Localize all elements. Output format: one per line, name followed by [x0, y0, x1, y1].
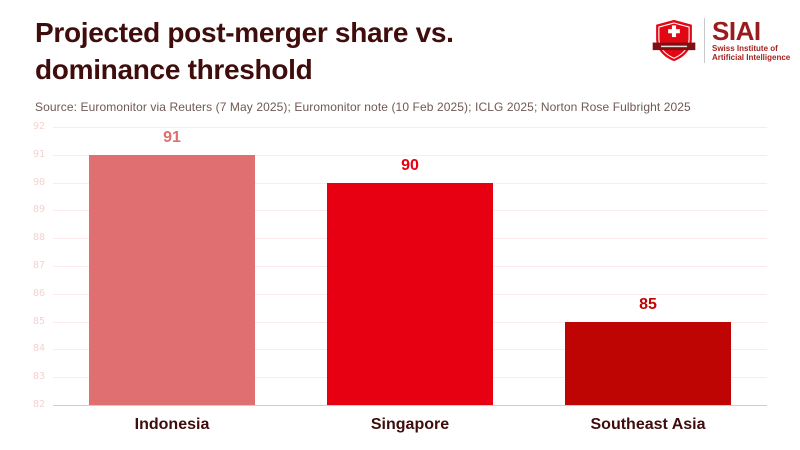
- source-note: Source: Euromonitor via Reuters (7 May 2…: [35, 100, 691, 114]
- siai-shield-icon: [652, 19, 696, 61]
- banner-text-mark: [660, 45, 688, 47]
- gridline: [53, 155, 767, 156]
- y-tick-label: 90: [32, 177, 45, 188]
- shield-inner-border: [658, 21, 690, 59]
- gridline: [53, 405, 767, 406]
- y-tick-label: 91: [32, 149, 45, 160]
- siai-subtitle-line-2: Artificial Intelligence: [712, 52, 791, 62]
- siai-subtitle-line-1: Swiss Institute of: [712, 43, 778, 53]
- y-tick-label: 92: [32, 121, 45, 132]
- gridline: [53, 127, 767, 128]
- y-tick-label: 84: [32, 343, 45, 354]
- bar-singapore: [327, 183, 493, 405]
- bar-value-label-indonesia: 91: [163, 129, 181, 146]
- title-line-1: Projected post-merger share vs.: [35, 17, 454, 48]
- bar-value-label-singapore: 90: [401, 157, 419, 174]
- logo-divider: [704, 17, 705, 63]
- y-tick-label: 85: [32, 316, 45, 327]
- y-tick-label: 82: [32, 399, 45, 410]
- title-line-2: dominance threshold: [35, 54, 313, 85]
- category-label-southeast-asia: Southeast Asia: [590, 416, 706, 433]
- y-tick-label: 83: [32, 371, 45, 382]
- page-title: Projected post-merger share vs. dominanc…: [35, 14, 635, 88]
- bar-value-label-southeast-asia: 85: [639, 296, 657, 313]
- y-tick-label: 89: [32, 204, 45, 215]
- logo-text-block: SIAI Swiss Institute of Artificial Intel…: [712, 15, 791, 62]
- bar-southeast-asia: [565, 322, 731, 405]
- siai-logo: SIAI Swiss Institute of Artificial Intel…: [652, 15, 790, 65]
- siai-acronym: SIAI: [712, 15, 761, 46]
- y-tick-label: 87: [32, 260, 45, 271]
- y-tick-label: 88: [32, 232, 45, 243]
- bar-indonesia: [89, 155, 255, 405]
- category-label-indonesia: Indonesia: [134, 416, 210, 433]
- y-tick-label: 86: [32, 288, 45, 299]
- swiss-cross-horizontal: [668, 28, 680, 33]
- category-label-singapore: Singapore: [370, 416, 450, 433]
